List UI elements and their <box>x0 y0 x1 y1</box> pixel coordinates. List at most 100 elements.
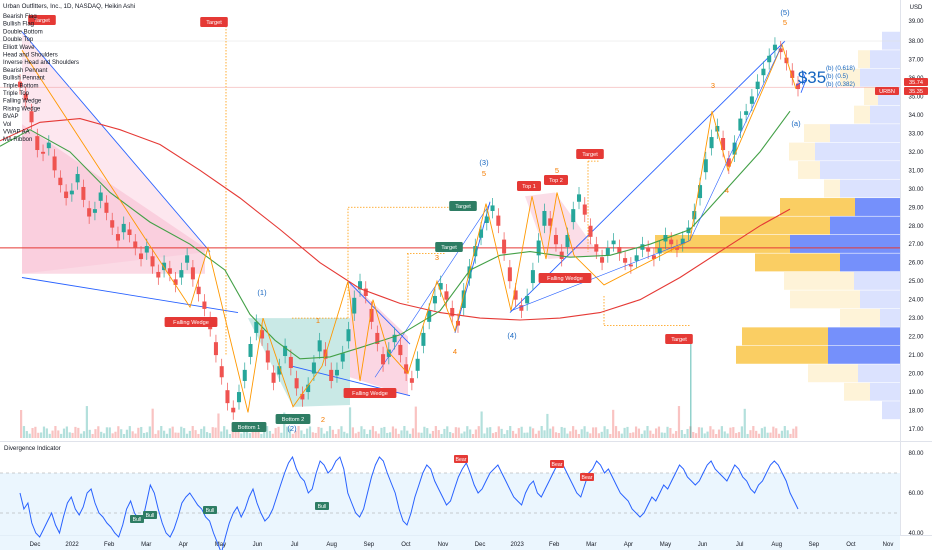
time-tick: 2023 <box>510 542 524 548</box>
bull-label: Bull <box>133 517 142 523</box>
volume-bar <box>108 427 111 438</box>
volume-profile-bar <box>860 68 900 87</box>
volume-bar <box>62 428 66 438</box>
time-tick: Mar <box>141 542 151 548</box>
price-tick: 22.00 <box>908 335 924 341</box>
candle-body <box>329 369 334 381</box>
volume-profile-bar <box>880 308 900 327</box>
price-tick: 20.00 <box>908 372 924 378</box>
volume-bar <box>223 426 226 438</box>
time-tick: Apr <box>179 542 188 548</box>
candle-body <box>352 297 357 314</box>
volume-bar <box>160 426 163 438</box>
candle-body <box>507 267 512 282</box>
indicator-legend-item: Rising Wedge <box>3 106 41 112</box>
candle-body <box>231 407 236 413</box>
bear-label: Bear <box>552 462 563 468</box>
candle-body <box>646 247 651 252</box>
volume-bar <box>348 407 352 438</box>
volume-bar <box>177 432 180 438</box>
channel-line <box>374 203 491 378</box>
volume-bar <box>526 432 529 438</box>
candle-body <box>294 378 299 389</box>
volume-bar <box>308 426 312 438</box>
candle-body <box>698 185 703 199</box>
volume-bar <box>680 430 683 438</box>
candle-body <box>634 255 639 261</box>
wave-label: 1 <box>316 316 320 325</box>
time-tick: May <box>215 542 226 548</box>
candle-body <box>104 202 109 213</box>
volume-bar <box>271 433 274 438</box>
candle-body <box>311 362 316 374</box>
volume-bar <box>268 430 272 438</box>
volume-profile-bar <box>840 179 900 198</box>
time-tick: Sep <box>363 542 374 548</box>
divergence-badge <box>454 455 468 463</box>
volume-bar <box>420 432 423 438</box>
volume-bar <box>735 433 738 438</box>
candle-body <box>680 238 685 245</box>
fib-label: (b) (0.618) <box>826 65 855 72</box>
volume-bar <box>780 430 784 438</box>
time-tick: Jul <box>736 542 744 548</box>
candle-body <box>58 177 63 186</box>
wave-label: 5 <box>482 169 486 178</box>
volume-bar <box>208 433 211 438</box>
volume-bar <box>563 427 566 438</box>
volume-bar <box>729 427 732 438</box>
volume-bar <box>346 433 349 438</box>
candle-body <box>87 208 92 217</box>
indicator-legend-item: Bullish Flag <box>3 22 34 28</box>
falling-wedge-label-badge <box>164 317 218 327</box>
price-tick: 38.00 <box>908 39 924 45</box>
volume-profile-bar <box>784 271 854 290</box>
volume-bar <box>91 433 94 438</box>
volume-bar <box>391 426 395 438</box>
oscillator-tick: 40.00 <box>908 531 924 537</box>
volume-bar <box>51 430 54 438</box>
volume-bar <box>634 426 638 438</box>
volume-profile-bar <box>844 382 870 401</box>
volume-bar <box>225 429 229 438</box>
candle-body <box>484 216 489 223</box>
price-closeup-label: $35 <box>798 68 826 87</box>
volume-bar <box>360 426 363 438</box>
indicator-legend-item: Double Top <box>3 37 34 43</box>
bear-label: Bear <box>456 457 467 463</box>
price-tick: 34.00 <box>908 113 924 119</box>
volume-bar <box>692 431 695 438</box>
candle-body <box>415 358 420 371</box>
time-tick: Jun <box>253 542 263 548</box>
wedge2-upper-line <box>347 280 411 345</box>
fib-label: (b) (0.5) <box>826 73 848 80</box>
indicator-legend-item: Triple Bottom <box>3 83 38 89</box>
volume-bar <box>554 432 558 438</box>
wave-label: (2) <box>287 424 297 433</box>
volume-profile-bar <box>882 31 900 50</box>
volume-profile-bar-strong <box>828 327 900 346</box>
volume-bar <box>560 426 563 438</box>
volume-bar <box>85 406 88 438</box>
candle-body <box>173 279 178 285</box>
volume-bar <box>675 431 678 438</box>
volume-bar <box>205 432 209 438</box>
ma-200-line <box>0 118 791 321</box>
target-label-badge <box>28 15 56 25</box>
candle-body <box>473 246 478 257</box>
candle-body <box>92 209 97 213</box>
candle-body <box>288 356 293 369</box>
volume-profile-bar-strong <box>855 198 900 216</box>
volume-bar <box>772 426 775 438</box>
bear-label: Bear <box>582 475 593 481</box>
bottom-2-label: Bottom 2 <box>282 417 304 423</box>
candle-body <box>565 235 570 248</box>
volume-bar <box>600 431 603 438</box>
volume-bar <box>20 410 23 438</box>
volume-profile-bar-strong <box>736 345 828 364</box>
target-label: Target <box>671 337 687 343</box>
volume-bar <box>491 433 495 438</box>
volume-bar <box>254 426 257 438</box>
